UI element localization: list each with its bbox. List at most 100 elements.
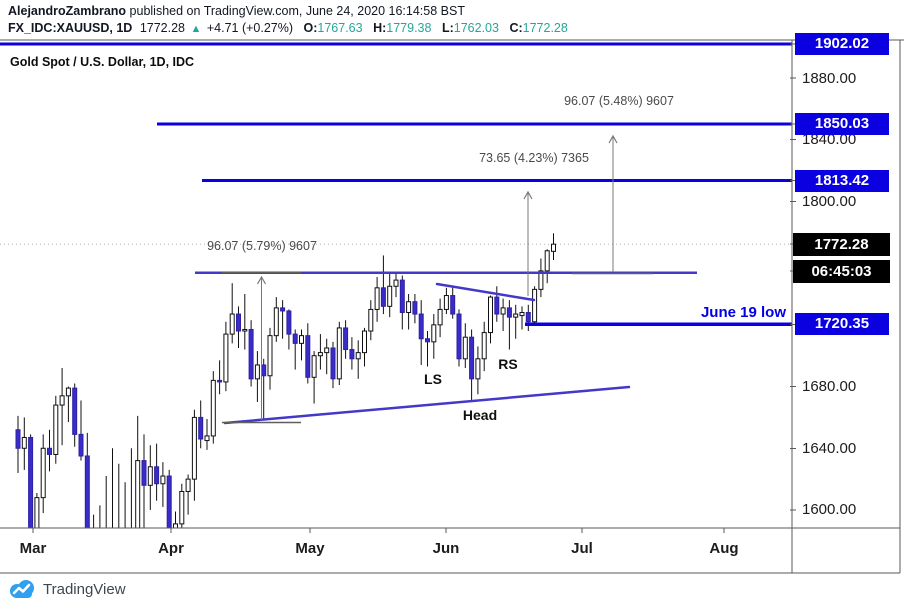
candle-up xyxy=(431,314,437,359)
candle-down xyxy=(506,300,512,350)
candle-up xyxy=(324,338,330,375)
candle-up xyxy=(242,293,248,350)
candle-up xyxy=(124,482,126,528)
last-price-label: 1772.28 xyxy=(793,232,890,256)
candle-up xyxy=(368,300,374,341)
price-label-1902: 1902.02 xyxy=(795,33,889,56)
tradingview-brand[interactable]: TradingView xyxy=(43,580,126,598)
candle-up xyxy=(223,321,229,392)
high-key: H: xyxy=(373,20,387,35)
candle-up xyxy=(179,483,185,528)
candle-up xyxy=(488,295,493,344)
candle-down xyxy=(47,429,52,472)
candle-down xyxy=(286,309,292,350)
candle-up xyxy=(544,249,550,284)
close-value: 1772.28 xyxy=(522,20,568,35)
candle-up xyxy=(481,321,487,372)
candle-down xyxy=(425,331,430,367)
snapshot-footer: TradingView xyxy=(8,577,126,601)
candle-down xyxy=(15,415,21,473)
price-label-1850: 1850.03 xyxy=(795,113,889,136)
candle-up xyxy=(475,346,481,395)
candle-down xyxy=(280,300,286,339)
candle-up xyxy=(40,434,46,514)
candle-down xyxy=(456,309,462,367)
measure-label-423: 73.65 (4.23%) 7365 xyxy=(479,151,589,165)
low-key: L: xyxy=(441,20,454,35)
candle-up xyxy=(532,286,538,325)
measure-label-548: 96.07 (5.48%) 9607 xyxy=(564,94,674,108)
open-value: 1767.63 xyxy=(317,20,363,35)
tradingview-logo-icon[interactable] xyxy=(8,579,36,599)
price-tick-1880.00: 1880.00 xyxy=(802,69,857,87)
candle-up xyxy=(65,386,71,423)
measure-arrow-579 xyxy=(222,271,301,424)
price-change: +4.71 (+0.27%) xyxy=(206,20,294,35)
author-name[interactable]: AlejandroZambrano xyxy=(8,4,127,18)
candle-up xyxy=(443,287,449,315)
candle-down xyxy=(450,286,456,319)
candle-down xyxy=(469,329,475,402)
candle-down xyxy=(343,320,349,359)
month-label-apr: Apr xyxy=(158,540,184,557)
candle-down xyxy=(78,400,84,461)
candle-down xyxy=(261,358,267,421)
candle-up xyxy=(254,351,260,402)
candle-up xyxy=(538,258,544,298)
candle-down xyxy=(494,286,500,322)
candle-down xyxy=(118,463,120,528)
price-tick-1800.00: 1800.00 xyxy=(802,192,857,210)
last-price-value: 1772.28 xyxy=(139,20,185,35)
pattern-label-head: Head xyxy=(462,407,498,423)
neckline-trendline xyxy=(435,282,536,302)
price-label-1813: 1813.42 xyxy=(795,169,889,192)
candle-up xyxy=(130,448,132,528)
price-tick-1640.00: 1640.00 xyxy=(802,439,857,457)
snapshot-header: AlejandroZambrano published on TradingVi… xyxy=(8,3,568,37)
chart-frame xyxy=(0,39,904,574)
candle-up xyxy=(374,277,380,322)
open-key: O: xyxy=(303,20,318,35)
price-tick-1680.00: 1680.00 xyxy=(802,378,857,396)
close-key: C: xyxy=(509,20,523,35)
price-label-1720: 1720.35 xyxy=(795,313,889,336)
candle-down xyxy=(292,329,298,370)
candle-down xyxy=(236,306,241,348)
measure-label-579: 96.07 (5.79%) 9607 xyxy=(207,239,317,253)
measure-arrow-423 xyxy=(523,190,533,296)
candle-up xyxy=(204,418,210,450)
publish-info: published on TradingView.com, June 24, 2… xyxy=(126,4,465,18)
price-up-triangle-icon: ▲ xyxy=(190,22,202,35)
month-label-jun: Jun xyxy=(432,540,460,557)
countdown-label: 06:45:03 xyxy=(793,259,890,283)
candle-up xyxy=(191,409,197,501)
publish-line: AlejandroZambrano published on TradingVi… xyxy=(8,3,568,20)
candle-up xyxy=(387,272,393,318)
candle-up xyxy=(160,462,166,507)
candle-down xyxy=(412,293,418,324)
candle-up xyxy=(21,417,27,470)
candle-up xyxy=(147,445,153,510)
candle-down xyxy=(198,400,204,449)
candle-up xyxy=(362,327,367,367)
candle-down xyxy=(349,337,355,370)
price-tick-1600.00: 1600.00 xyxy=(802,501,857,519)
candle-up xyxy=(355,340,361,379)
candle-down xyxy=(399,275,405,330)
candle-down xyxy=(154,443,160,501)
candle-down xyxy=(112,448,113,528)
candle-down xyxy=(525,304,531,332)
candle-up xyxy=(437,298,443,338)
candle-up xyxy=(311,351,317,404)
month-label-jul: Jul xyxy=(571,540,593,557)
candle-up xyxy=(406,293,412,330)
candle-down xyxy=(418,300,424,365)
candle-down xyxy=(84,432,90,528)
candle-up xyxy=(519,306,525,330)
candle-up xyxy=(336,321,342,386)
symbol-interval[interactable]: FX_IDC:XAUUSD, 1D xyxy=(8,20,133,35)
candle-up xyxy=(105,476,107,528)
candle-down xyxy=(166,469,172,528)
candle-down xyxy=(217,360,223,395)
